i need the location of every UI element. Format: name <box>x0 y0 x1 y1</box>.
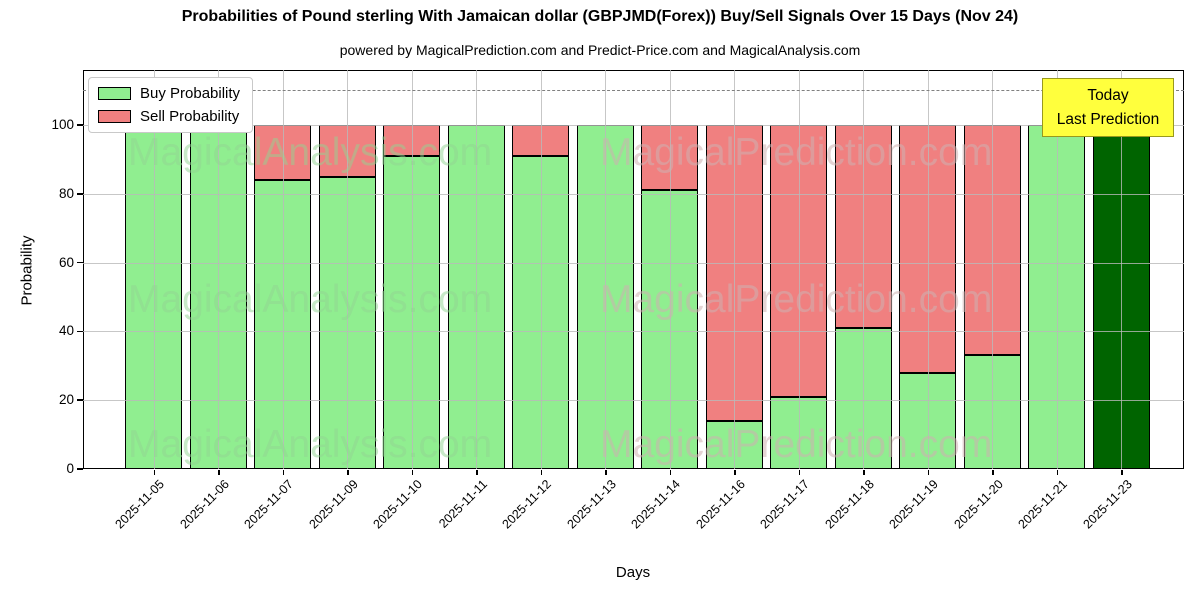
grid-line-vertical <box>347 70 348 469</box>
legend-label-buy: Buy Probability <box>140 85 241 102</box>
watermark-prediction: MagicalPrediction.com <box>600 423 993 466</box>
grid-line-vertical <box>1121 70 1122 469</box>
watermark-analysis: MagicalAnalysis.com <box>128 278 493 321</box>
x-tick-label: 2025-11-11 <box>436 477 490 531</box>
x-tick-label: 2025-11-18 <box>822 477 877 532</box>
x-tick <box>282 470 285 475</box>
grid-line-vertical <box>153 70 155 469</box>
x-tick <box>476 470 478 475</box>
grid-line-vertical <box>798 70 800 469</box>
x-tick-label: 2025-11-20 <box>951 477 1006 532</box>
x-tick-label: 2025-11-05 <box>112 477 168 532</box>
grid-line-horizontal <box>83 331 1184 333</box>
y-tick-label: 80 <box>58 185 74 201</box>
y-tick <box>77 468 83 470</box>
grid-line-horizontal <box>83 193 1184 195</box>
y-tick-label: 20 <box>58 392 74 408</box>
chart-title: Probabilities of Pound sterling With Jam… <box>181 8 1019 25</box>
grid-line-vertical <box>476 70 477 469</box>
y-tick <box>77 124 83 126</box>
grid-line-vertical <box>282 70 284 469</box>
grid-line-vertical <box>1056 70 1058 469</box>
x-tick <box>669 470 672 475</box>
x-tick-label: 2025-11-16 <box>693 477 748 532</box>
x-tick-label: 2025-11-09 <box>306 477 361 532</box>
y-tick-label: 60 <box>58 254 74 270</box>
x-tick <box>1121 470 1123 475</box>
today-annotation: Today Last Prediction <box>1042 78 1174 137</box>
grid-line-vertical <box>218 70 219 469</box>
x-tick <box>411 470 414 475</box>
y-tick <box>77 399 83 401</box>
y-tick <box>77 261 83 264</box>
sell-swatch-icon <box>98 110 131 123</box>
x-tick-label: 2025-11-12 <box>499 477 555 532</box>
grid-line-vertical <box>411 70 413 469</box>
grid-line-vertical <box>927 70 929 469</box>
x-tick-label: 2025-11-06 <box>177 477 232 532</box>
grid-line-vertical <box>605 70 606 469</box>
x-tick <box>347 470 349 475</box>
grid-line-horizontal <box>83 125 1184 127</box>
watermark-analysis: MagicalAnalysis.com <box>128 131 493 174</box>
watermark-prediction: MagicalPrediction.com <box>600 131 993 174</box>
x-tick <box>540 470 543 475</box>
x-tick-label: 2025-11-23 <box>1080 477 1135 532</box>
x-tick <box>992 470 994 475</box>
x-tick <box>863 470 865 475</box>
x-tick <box>605 470 607 475</box>
x-tick-label: 2025-11-07 <box>241 477 297 532</box>
buy-swatch-icon <box>98 87 131 100</box>
today-annotation-line1: Today <box>1087 87 1129 105</box>
grid-line-vertical <box>863 70 864 469</box>
x-tick <box>798 470 801 475</box>
y-tick-label: 40 <box>58 323 74 339</box>
y-tick-label: 0 <box>66 461 74 476</box>
x-tick-label: 2025-11-21 <box>1015 477 1071 532</box>
today-annotation-line2: Last Prediction <box>1056 110 1160 128</box>
x-tick <box>927 470 930 475</box>
x-tick <box>734 470 736 475</box>
legend-item-sell: Sell Probability <box>98 108 240 125</box>
y-axis-label: Probability <box>18 235 36 306</box>
grid-line-vertical <box>669 70 671 469</box>
grid-line-horizontal <box>83 400 1184 402</box>
x-tick <box>218 470 220 475</box>
x-tick-label: 2025-11-14 <box>628 477 684 532</box>
x-tick-label: 2025-11-10 <box>370 477 426 532</box>
y-tick-label: 100 <box>51 117 74 133</box>
y-tick <box>77 330 83 333</box>
grid-line-horizontal <box>83 262 1184 264</box>
x-tick-label: 2025-11-19 <box>886 477 942 532</box>
grid-line-vertical <box>734 70 735 469</box>
y-tick <box>77 193 83 195</box>
x-tick <box>1056 470 1059 475</box>
legend-label-sell: Sell Probability <box>140 108 240 125</box>
grid-line-vertical <box>992 70 993 469</box>
watermark-analysis: MagicalAnalysis.com <box>128 423 493 466</box>
legend-item-buy: Buy Probability <box>98 85 240 102</box>
x-tick-label: 2025-11-17 <box>757 477 813 532</box>
legend: Buy Probability Sell Probability <box>88 77 254 133</box>
x-axis-label: Days <box>615 564 651 581</box>
x-tick <box>153 470 156 475</box>
chart-subtitle: powered by MagicalPrediction.com and Pre… <box>339 42 861 58</box>
x-tick-label: 2025-11-13 <box>564 477 619 532</box>
threshold-dashed-line <box>83 89 1184 91</box>
watermark-prediction: MagicalPrediction.com <box>600 278 993 321</box>
grid-line-vertical <box>540 70 542 469</box>
